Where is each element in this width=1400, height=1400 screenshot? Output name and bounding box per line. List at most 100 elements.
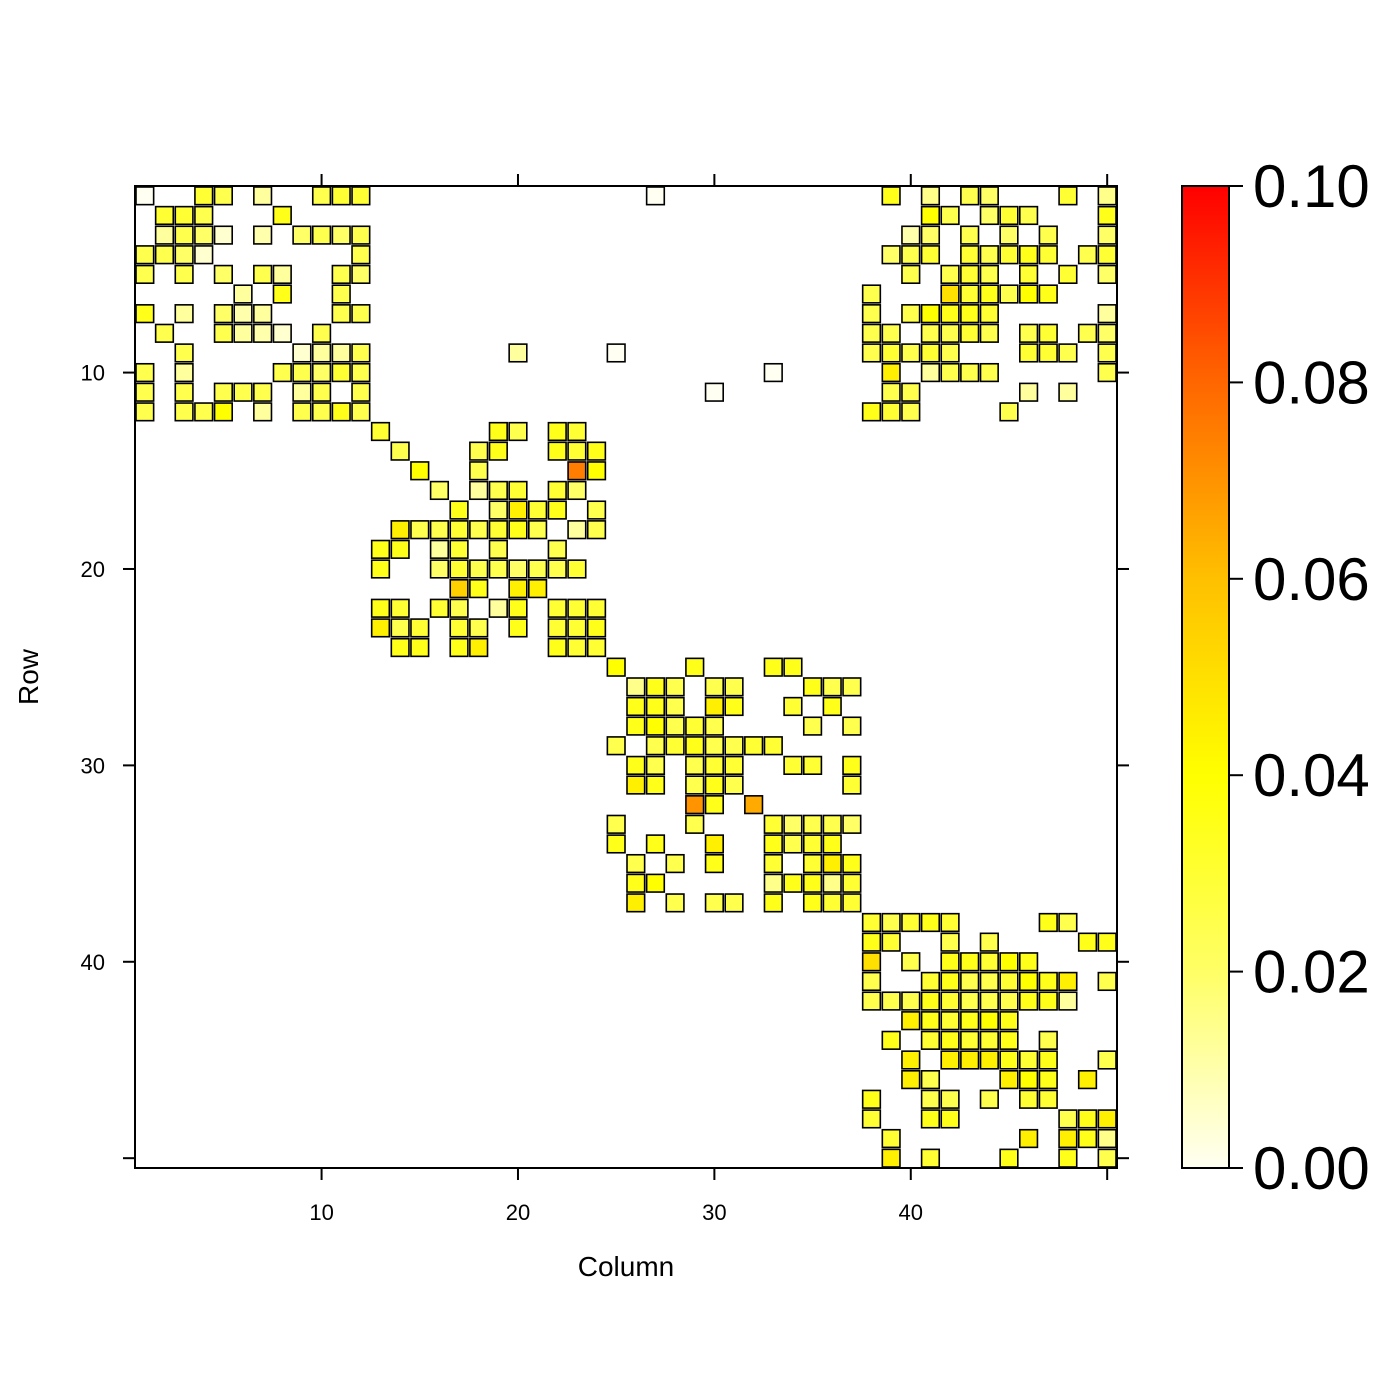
- heatmap-cell: [567, 637, 587, 658]
- heatmap-cell: [606, 736, 626, 756]
- heatmap-cell: [1018, 1089, 1039, 1109]
- heatmap-cell: [370, 539, 391, 559]
- heatmap-cell: [626, 853, 646, 874]
- heatmap-cell: [665, 893, 685, 913]
- heatmap-cell: [213, 304, 233, 324]
- heatmap-cell: [685, 814, 705, 834]
- heatmap-cell: [508, 598, 528, 618]
- heatmap-cell: [1038, 1050, 1058, 1070]
- heatmap-cell: [645, 834, 666, 854]
- heatmap-cell: [586, 500, 607, 520]
- heatmap-cell: [586, 637, 607, 658]
- heatmap-cell: [704, 834, 724, 854]
- heatmap-cell: [1058, 971, 1078, 992]
- heatmap-cell: [645, 677, 666, 697]
- heatmap-cell: [508, 421, 528, 442]
- heatmap-cell: [174, 362, 194, 383]
- heatmap-cell: [449, 618, 469, 638]
- heatmap-cell: [999, 1148, 1019, 1168]
- heatmap-cell: [135, 304, 155, 324]
- heatmap-cell: [469, 618, 489, 638]
- heatmap-cell: [881, 343, 901, 363]
- heatmap-cell: [822, 677, 842, 697]
- heatmap-cell: [331, 186, 351, 206]
- heatmap-cell: [1097, 205, 1117, 226]
- heatmap-cell: [567, 480, 587, 501]
- heatmap-cell: [311, 225, 332, 245]
- heatmap-cell: [311, 343, 332, 363]
- heatmap-cell: [861, 991, 882, 1011]
- y-tick-label: 40: [81, 950, 105, 975]
- heatmap-cell: [567, 520, 587, 540]
- heatmap-cell: [449, 520, 469, 540]
- heatmap-cell: [960, 284, 980, 304]
- heatmap-cell: [645, 716, 666, 736]
- heatmap-cell: [253, 402, 273, 422]
- heatmap-cell: [547, 421, 567, 442]
- heatmap-cell: [704, 775, 724, 795]
- heatmap-cell: [999, 284, 1019, 304]
- heatmap-cell: [901, 343, 921, 363]
- heatmap-cell: [547, 559, 567, 579]
- heatmap-cell: [901, 912, 921, 933]
- heatmap-cell: [704, 755, 724, 775]
- heatmap-cell: [1018, 991, 1039, 1011]
- heatmap-cell: [292, 362, 312, 383]
- heatmap-cell: [901, 952, 921, 972]
- heatmap-cell: [194, 402, 214, 422]
- heatmap-cell: [527, 578, 548, 599]
- heatmap-cell: [508, 520, 528, 540]
- heatmap-cell: [508, 559, 528, 579]
- heatmap-cell: [1097, 932, 1117, 952]
- heatmap-cell: [233, 284, 253, 304]
- heatmap-cell: [626, 893, 646, 913]
- colorbar-tick-label: 0.02: [1253, 939, 1370, 1006]
- heatmap-cell: [861, 971, 882, 992]
- heatmap-cell: [920, 1070, 941, 1090]
- heatmap-cell: [861, 343, 882, 363]
- heatmap-cell: [253, 264, 273, 284]
- heatmap-cell: [508, 343, 528, 363]
- heatmap-cell: [469, 520, 489, 540]
- heatmap-cell: [1097, 1128, 1117, 1149]
- heatmap-cell: [1018, 1050, 1039, 1070]
- plot-frame: [134, 185, 1118, 1169]
- heatmap-cell: [645, 755, 666, 775]
- y-tick-label: 10: [81, 361, 105, 386]
- heatmap-cell: [429, 520, 450, 540]
- heatmap-cell: [1018, 382, 1039, 402]
- heatmap-cell: [920, 991, 941, 1011]
- heatmap-cell: [861, 1109, 882, 1129]
- heatmap-cell: [665, 716, 685, 736]
- heatmap-cell: [920, 304, 941, 324]
- heatmap-cell: [154, 205, 175, 226]
- heatmap-cell: [999, 245, 1019, 265]
- heatmap-cell: [783, 814, 803, 834]
- heatmap-cell: [253, 225, 273, 245]
- heatmap-cell: [194, 186, 214, 206]
- heatmap-cell: [429, 480, 450, 501]
- heatmap-cell: [1058, 1148, 1078, 1168]
- heatmap-cell: [960, 225, 980, 245]
- heatmap-cell: [1097, 323, 1117, 343]
- heatmap-cell: [999, 1011, 1019, 1031]
- heatmap-cell: [370, 421, 391, 442]
- heatmap-cell: [901, 304, 921, 324]
- heatmap-cell: [724, 755, 744, 775]
- heatmap-cell: [901, 264, 921, 284]
- heatmap-cell: [763, 853, 783, 874]
- heatmap-cell: [331, 284, 351, 304]
- heatmap-cell: [370, 559, 391, 579]
- heatmap-cell: [1018, 264, 1039, 284]
- heatmap-cell: [1018, 1128, 1039, 1149]
- heatmap-cell: [1038, 991, 1058, 1011]
- heatmap-cell: [802, 677, 823, 697]
- heatmap-cell: [901, 382, 921, 402]
- heatmap-cell: [469, 637, 489, 658]
- heatmap-cell: [861, 952, 882, 972]
- heatmap-cell: [802, 834, 823, 854]
- heatmap-cell: [390, 618, 410, 638]
- heatmap-cell: [842, 775, 862, 795]
- heatmap-cell: [213, 225, 233, 245]
- heatmap-cell: [606, 343, 626, 363]
